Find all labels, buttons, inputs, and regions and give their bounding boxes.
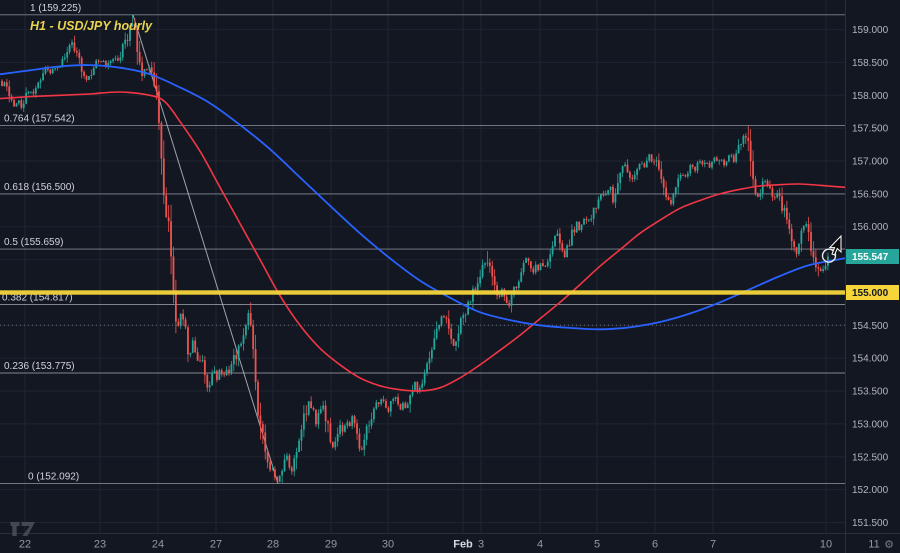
horizontal-level-155[interactable]: [0, 290, 845, 295]
fib-trendline[interactable]: [132, 14, 279, 484]
price-tick-label: 154.500: [852, 321, 889, 332]
price-tick-label: 157.500: [852, 124, 889, 135]
time-tick-label: 24: [152, 539, 164, 551]
price-axis[interactable]: 159.000 158.500 158.000 157.500 157.000 156.5…: [846, 25, 899, 529]
fib-level-label: 0.382 (154.817): [2, 293, 73, 304]
time-tick-label: 5: [594, 539, 600, 551]
ma-line-fast-red[interactable]: [0, 91, 846, 392]
mouse-cursor: [828, 234, 842, 256]
price-tick-label: 151.500: [852, 518, 889, 529]
fib-level-label: 0 (152.092): [28, 472, 79, 483]
fib-level-label: 0.236 (153.775): [4, 361, 75, 372]
time-tick-label: 22: [19, 539, 31, 551]
price-tick-label: 154.000: [852, 354, 889, 365]
price-tick-label: 153.500: [852, 387, 889, 398]
fib-retracement[interactable]: 1 (159.225) 0.764 (157.542) 0.618 (156.500…: [0, 3, 845, 485]
time-tick-label: 29: [325, 539, 337, 551]
price-tick-label: 158.500: [852, 58, 889, 69]
time-tick-label: 3: [478, 539, 484, 551]
time-tick-label: 30: [382, 539, 394, 551]
chart-title-annotation[interactable]: H1 - USD/JPY hourly: [30, 19, 153, 33]
current-price-badge: [846, 249, 899, 264]
ma-line-slow-blue[interactable]: [0, 64, 846, 331]
price-circle-marker[interactable]: [821, 248, 837, 263]
fib-level-label: 1 (159.225): [30, 3, 81, 14]
current-price-badge-label: 155.547: [852, 252, 889, 263]
time-tick-label: 27: [210, 539, 222, 551]
time-tick-label: 11: [868, 539, 879, 551]
time-tick-label: 7: [710, 539, 716, 551]
time-tick-label: 23: [94, 539, 106, 551]
price-tick-label: 157.000: [852, 157, 889, 168]
price-tick-label: 153.000: [852, 419, 889, 430]
time-tick-label: 10: [820, 539, 832, 551]
time-tick-label: 4: [537, 539, 543, 551]
price-tick-label: 159.000: [852, 25, 889, 36]
time-axis[interactable]: 22 23 24 27 28 29 30 Feb 3 4 5 6 7 10 11 ⚙: [19, 539, 894, 552]
time-tick-label: 28: [267, 539, 279, 551]
price-tick-label: 152.500: [852, 452, 889, 463]
candlestick-series: [1, 14, 829, 484]
price-tick-label: 158.000: [852, 91, 889, 102]
level-price-badge: [846, 285, 899, 300]
level-price-badge-label: 155.000: [852, 288, 889, 299]
tradingview-logo-icon: [10, 522, 35, 536]
time-tick-label: Feb: [453, 539, 473, 551]
price-tick-label: 156.500: [852, 189, 889, 200]
fib-level-label: 0.764 (157.542): [4, 113, 75, 124]
axis-settings-gear-icon[interactable]: ⚙: [884, 539, 894, 551]
tradingview-logo[interactable]: [10, 521, 36, 542]
price-tick-label: 152.000: [852, 485, 889, 496]
fib-level-label: 0.618 (156.500): [4, 182, 75, 193]
fib-level-label: 0.5 (155.659): [4, 237, 64, 248]
price-tick-label: 156.000: [852, 222, 889, 233]
time-tick-label: 6: [652, 539, 658, 551]
